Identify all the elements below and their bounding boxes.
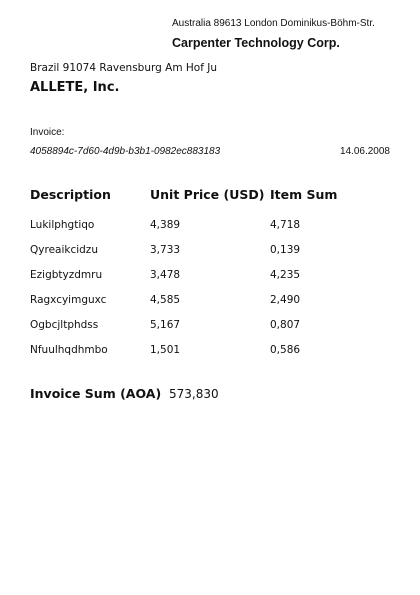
item-unit-price: 3,478 xyxy=(150,269,181,281)
recipient-company-name: ALLETE, Inc. xyxy=(30,80,120,95)
item-sum: 0,139 xyxy=(270,244,301,256)
item-unit-price: 3,733 xyxy=(150,244,181,256)
header-description: Description xyxy=(30,187,111,202)
item-description: Lukilphgtiqo xyxy=(30,219,95,231)
invoice-total-value: 573,830 xyxy=(169,387,219,401)
sender-company-name: Carpenter Technology Corp. xyxy=(172,36,340,50)
item-unit-price: 4,585 xyxy=(150,294,181,306)
item-sum: 0,807 xyxy=(270,319,301,331)
header-item-sum: Item Sum xyxy=(270,187,338,202)
item-sum: 4,718 xyxy=(270,219,301,231)
item-sum: 4,235 xyxy=(270,269,301,281)
recipient-address: Brazil 91074 Ravensburg Am Hof Ju xyxy=(30,62,217,74)
invoice-total-label: Invoice Sum (AOA) xyxy=(30,386,162,401)
item-description: Ezigbtyzdmru xyxy=(30,269,103,281)
item-unit-price: 4,389 xyxy=(150,219,181,231)
item-description: Ragxcyimguxc xyxy=(30,294,107,306)
item-unit-price: 1,501 xyxy=(150,344,181,356)
invoice-date: 14.06.2008 xyxy=(339,146,390,157)
header-unit-price: Unit Price (USD) xyxy=(150,187,265,202)
invoice-id: 4058894c-7d60-4d9b-b3b1-0982ec883183 xyxy=(30,146,221,157)
item-unit-price: 5,167 xyxy=(150,319,181,331)
invoice-label: Invoice: xyxy=(30,127,65,138)
sender-address: Australia 89613 London Dominikus-Böhm-St… xyxy=(172,18,375,29)
item-description: Ogbcjltphdss xyxy=(30,319,99,331)
item-description: Nfuulhqdhmbo xyxy=(30,344,108,356)
item-description: Qyreaikcidzu xyxy=(30,244,98,256)
item-sum: 0,586 xyxy=(270,344,301,356)
item-sum: 2,490 xyxy=(270,294,301,306)
